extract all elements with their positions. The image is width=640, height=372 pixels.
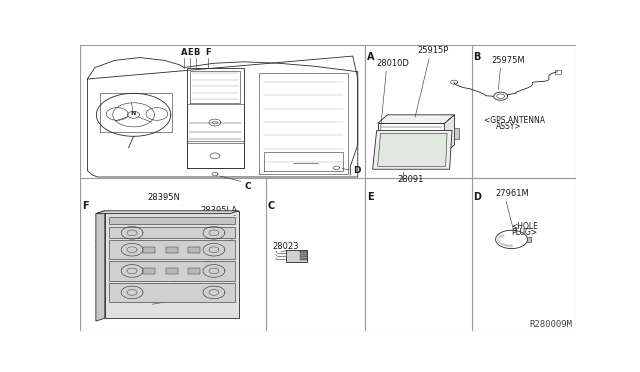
Bar <box>143 268 156 274</box>
Text: C: C <box>268 201 275 211</box>
Text: 28091: 28091 <box>397 174 424 183</box>
Polygon shape <box>372 131 452 169</box>
Text: B: B <box>474 52 481 62</box>
Text: <GPS ANTENNA: <GPS ANTENNA <box>484 116 545 125</box>
Text: E: E <box>367 192 373 202</box>
Text: 27923+A: 27923+A <box>132 292 172 301</box>
Polygon shape <box>105 211 239 318</box>
Bar <box>188 247 200 253</box>
Bar <box>143 247 156 253</box>
Text: <HOLE: <HOLE <box>511 222 538 231</box>
Text: 27961M: 27961M <box>495 189 529 198</box>
Bar <box>300 254 307 257</box>
Bar <box>109 227 235 238</box>
Bar <box>109 283 235 302</box>
Text: F: F <box>83 201 89 211</box>
Bar <box>109 261 235 281</box>
Text: —27923: —27923 <box>157 269 192 278</box>
Polygon shape <box>445 115 454 154</box>
Text: 27923: 27923 <box>179 251 205 260</box>
Text: F: F <box>205 48 211 57</box>
Bar <box>166 247 178 253</box>
Text: 27923+A: 27923+A <box>200 229 239 238</box>
Text: D: D <box>474 192 481 202</box>
Text: D: D <box>353 166 360 175</box>
Text: 28395LA: 28395LA <box>200 206 237 215</box>
Text: R280009M: R280009M <box>529 320 572 329</box>
Text: 28360A: 28360A <box>101 220 133 230</box>
Polygon shape <box>378 115 454 124</box>
Text: 25915P: 25915P <box>417 46 449 55</box>
Polygon shape <box>96 211 105 321</box>
Polygon shape <box>378 134 447 166</box>
Text: A: A <box>367 52 374 62</box>
Text: C: C <box>244 182 251 192</box>
Bar <box>527 237 531 242</box>
Bar <box>555 70 561 74</box>
Bar <box>454 128 460 139</box>
Text: PLUG>: PLUG> <box>511 228 538 237</box>
Text: A: A <box>181 48 188 57</box>
Text: 25975M: 25975M <box>492 56 525 65</box>
Bar <box>188 268 200 274</box>
Bar <box>109 217 235 224</box>
Bar <box>300 258 307 260</box>
Text: 28395L: 28395L <box>95 240 126 250</box>
Bar <box>166 268 178 274</box>
Text: 28023: 28023 <box>273 243 299 251</box>
Bar <box>300 251 307 253</box>
Text: 28395N: 28395N <box>147 193 180 202</box>
Text: 28010D: 28010D <box>376 58 410 68</box>
Text: B: B <box>193 48 199 57</box>
Polygon shape <box>96 211 239 214</box>
Bar <box>109 240 235 259</box>
Bar <box>286 250 307 262</box>
Text: N: N <box>130 111 135 116</box>
Text: ASSY>: ASSY> <box>495 122 521 131</box>
Text: E: E <box>188 48 193 57</box>
